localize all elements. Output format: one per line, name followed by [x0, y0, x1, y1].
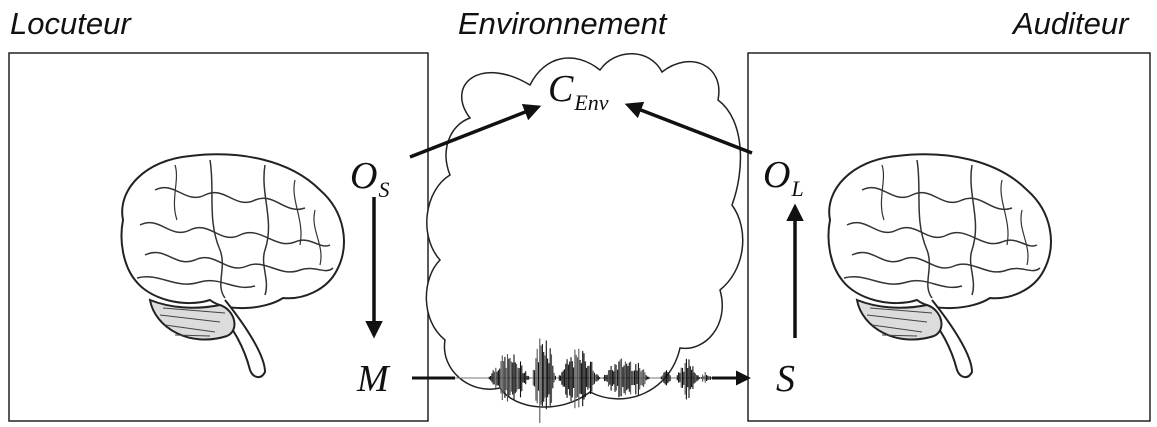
arrow-os-to-cenv — [409, 103, 542, 159]
motor-command-label: M — [357, 358, 389, 400]
speaker-brain-icon — [120, 153, 345, 379]
speech-waveform-icon — [488, 338, 713, 423]
speaker-observation-label: OS — [350, 155, 390, 202]
arrow-ol-to-cenv — [624, 101, 753, 155]
listener-title: Auditeur — [1013, 6, 1129, 41]
speaker-title: Locuteur — [10, 6, 131, 41]
environment-context-label: CEnv — [548, 68, 609, 115]
listener-frame — [747, 52, 1151, 422]
environment-title: Environnement — [458, 6, 667, 41]
listener-brain-icon — [827, 153, 1052, 379]
listener-observation-label: OL — [763, 154, 804, 201]
cloud-icon — [425, 53, 744, 408]
sensory-input-label: S — [776, 358, 795, 400]
